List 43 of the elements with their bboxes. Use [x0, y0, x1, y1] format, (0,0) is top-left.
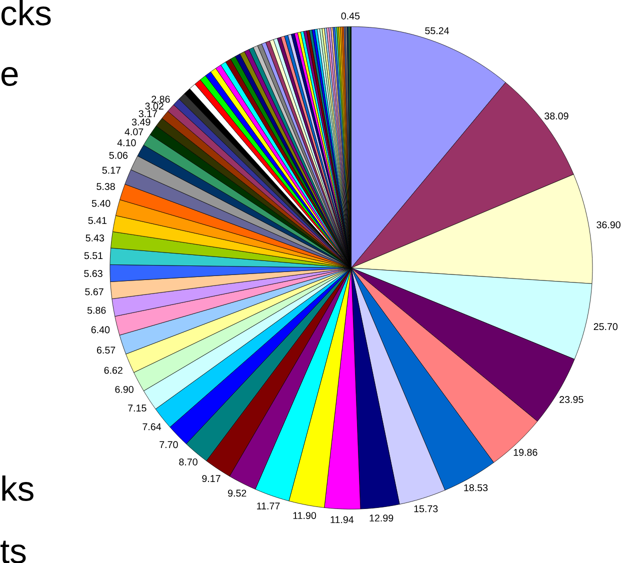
data-label: 7.15: [128, 404, 146, 412]
data-label: 5.17: [102, 166, 121, 174]
text: cks: [1, 0, 51, 26]
data-label: 8.70: [179, 458, 198, 466]
data-label: 7.64: [142, 423, 162, 430]
data-label: 0.45: [341, 12, 360, 20]
text: ks: [2, 475, 34, 501]
data-label: 9.17: [202, 474, 220, 482]
data-label: 36.90: [596, 221, 620, 228]
data-label: 5.67: [85, 288, 104, 296]
data-label: 12.99: [370, 514, 394, 522]
data-label: 3.02: [145, 102, 164, 110]
text: ts: [0, 540, 26, 563]
text: e: [1, 66, 18, 86]
data-label: 23.95: [560, 396, 584, 403]
data-label: 38.09: [544, 112, 568, 120]
data-label: 5.40: [92, 200, 110, 207]
data-label: 5.43: [86, 234, 104, 242]
data-label: 5.41: [88, 216, 107, 224]
data-label: 55.24: [425, 27, 450, 34]
data-label: 6.62: [104, 366, 122, 374]
data-label: 5.51: [84, 252, 103, 259]
data-label: 4.07: [124, 128, 144, 136]
data-label: 11.90: [293, 512, 316, 519]
data-label: 9.52: [228, 489, 246, 496]
data-label: 6.57: [97, 346, 116, 354]
data-label: 5.06: [109, 152, 128, 159]
data-label: 5.86: [87, 306, 106, 314]
data-label: 6.40: [91, 326, 110, 333]
data-label: 3.49: [132, 118, 150, 126]
data-label: 7.70: [160, 440, 178, 448]
data-label: 6.90: [115, 386, 134, 393]
data-label: 5.63: [84, 270, 102, 277]
data-label: 4.10: [117, 139, 136, 146]
data-label: 3.17: [138, 110, 158, 117]
data-label: 11.77: [257, 502, 280, 510]
data-label: 5.38: [96, 182, 115, 190]
data-label: 11.94: [330, 516, 354, 523]
data-label: 2.86: [152, 96, 170, 102]
data-label: 25.70: [594, 322, 618, 330]
data-label: 19.86: [514, 448, 538, 456]
data-label: 15.73: [414, 505, 438, 512]
data-label: 18.53: [464, 484, 488, 491]
